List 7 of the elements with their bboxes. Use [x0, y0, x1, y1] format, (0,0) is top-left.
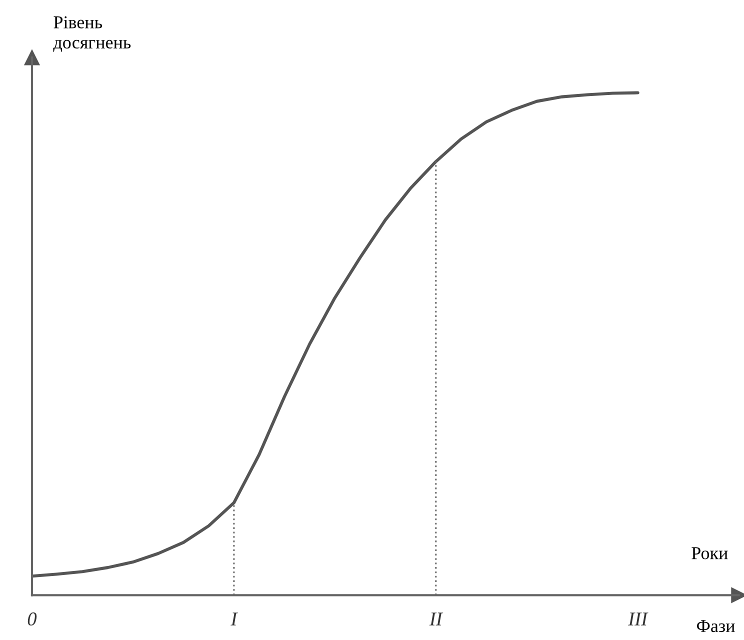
x-tick-label: I: [230, 612, 238, 626]
x-tick-label: 0: [28, 612, 37, 626]
text: Фази: [696, 620, 735, 632]
x-axis-title: Роки: [692, 547, 728, 560]
x-tick-label: III: [628, 612, 648, 626]
x-tick-label: II: [429, 612, 444, 626]
y-axis-title: Рівень досягнень: [53, 16, 131, 52]
